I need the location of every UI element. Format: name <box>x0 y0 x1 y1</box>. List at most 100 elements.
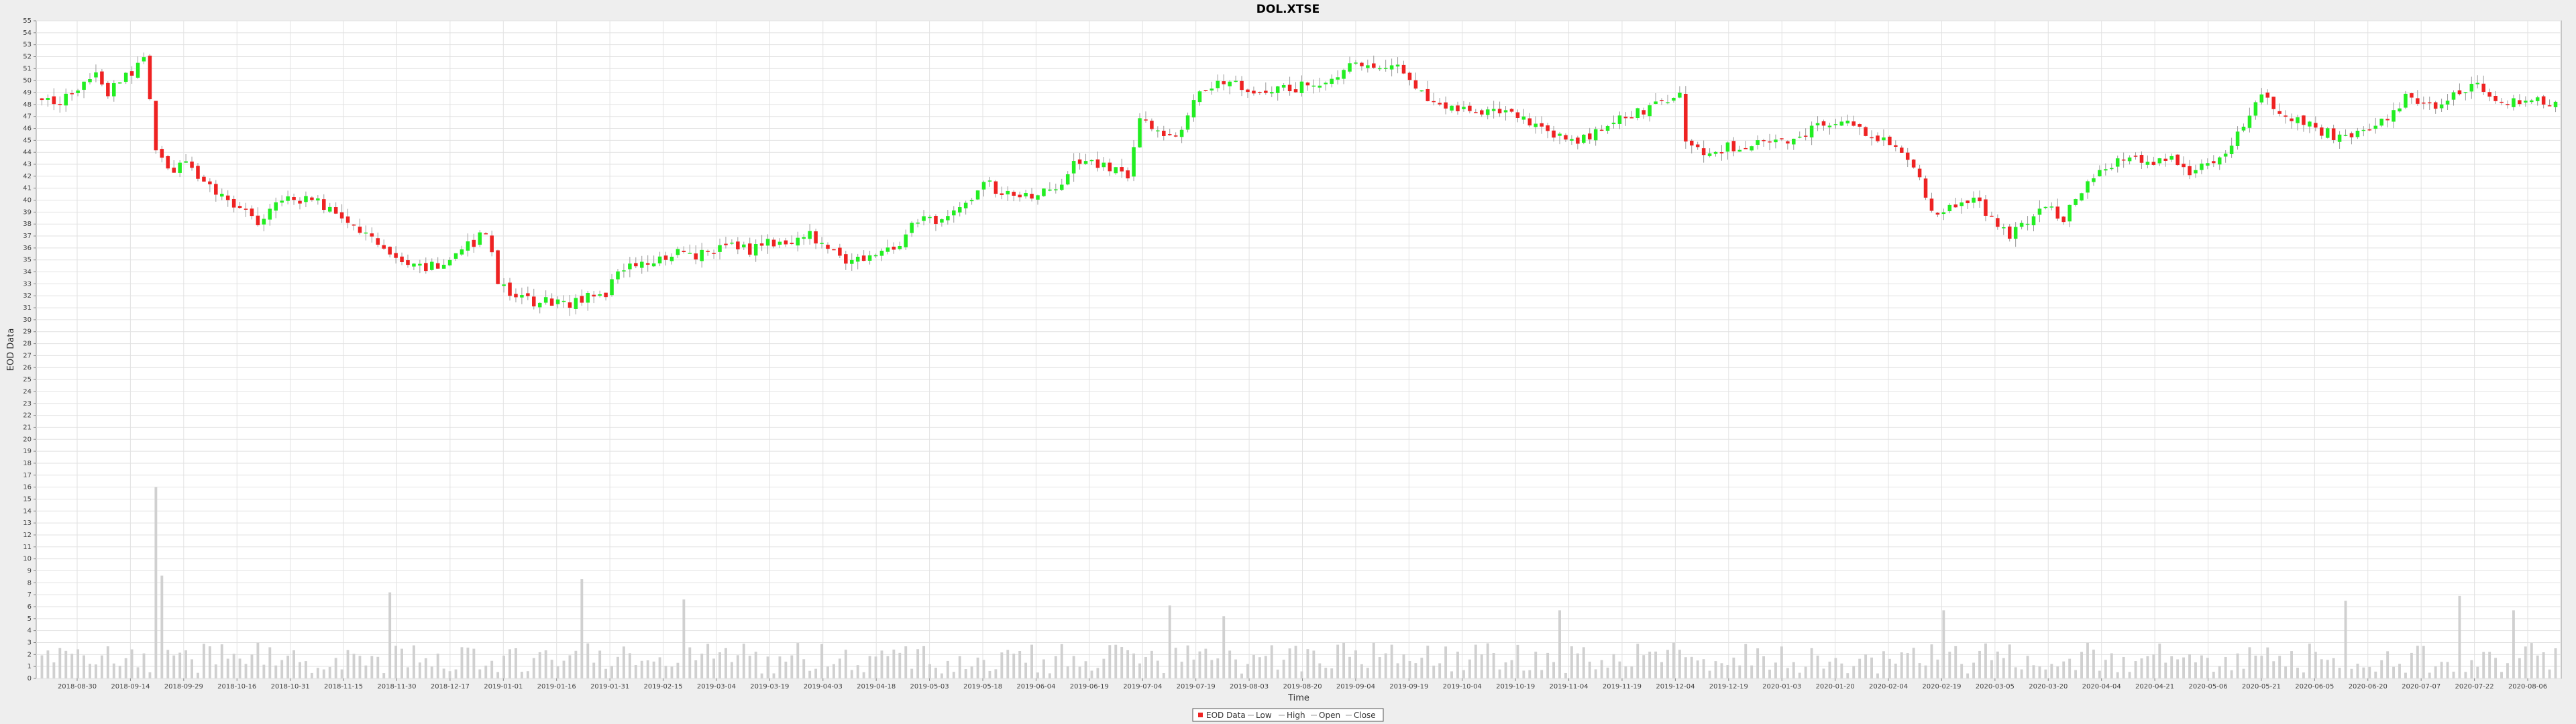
candle-body <box>1923 178 1928 198</box>
candle-body <box>406 260 410 265</box>
candle-body <box>832 249 836 251</box>
x-tick-label: 2019-05-18 <box>963 683 1002 690</box>
x-tick-label: 2018-11-30 <box>377 683 416 690</box>
candle-body <box>1756 140 1760 145</box>
candle-body <box>946 216 950 221</box>
y-tick-label: 25 <box>23 376 32 383</box>
candle-body <box>814 231 818 244</box>
candle-body <box>1258 92 1262 93</box>
x-tick-label: 2019-03-04 <box>697 683 736 690</box>
candle-body <box>1750 146 1754 151</box>
candle-body <box>1899 147 1904 153</box>
candle-body <box>256 215 260 225</box>
candle-body <box>58 104 62 105</box>
candle-body <box>1348 63 1352 72</box>
x-tick-label: 2020-01-20 <box>1816 683 1855 690</box>
candle-body <box>1438 103 1442 105</box>
candle-body <box>496 250 500 284</box>
x-tick-label: 2019-10-04 <box>1443 683 1482 690</box>
candle-body <box>472 239 476 247</box>
candle-body <box>1599 129 1604 131</box>
candle-body <box>1419 90 1424 92</box>
candle-body <box>1360 62 1364 66</box>
candle-body <box>441 264 446 269</box>
candle-body <box>645 263 650 265</box>
y-tick-label: 1 <box>28 663 32 670</box>
candle-body <box>1564 135 1568 140</box>
y-tick-label: 9 <box>28 567 32 575</box>
candle-body <box>2092 178 2096 182</box>
x-axis: 2018-08-30 2018-09-14 2018-09-29 2018-10-16… <box>58 678 2547 690</box>
candle-body <box>676 249 680 255</box>
candle-body <box>736 241 740 249</box>
y-tick-label: 12 <box>23 532 32 539</box>
candle-body <box>771 239 776 247</box>
x-tick-label: 2018-09-14 <box>111 683 150 690</box>
candle-body <box>1216 80 1220 88</box>
candle-body <box>742 244 746 247</box>
y-tick-label: 52 <box>23 54 32 61</box>
x-tick-label: 2019-06-04 <box>1016 683 1055 690</box>
candle-body <box>2086 181 2090 193</box>
candle-body <box>2373 125 2378 129</box>
candle-body <box>1318 85 1322 88</box>
candle-body <box>478 232 482 245</box>
candle-body <box>1432 101 1436 103</box>
candle-body <box>1731 141 1736 152</box>
candle-body <box>1203 90 1208 91</box>
candle-body <box>1114 167 1118 174</box>
candle-body <box>1305 82 1310 86</box>
candle-body <box>435 263 440 269</box>
candle-body <box>2013 227 2018 239</box>
candle-body <box>2463 92 2468 94</box>
candle-body <box>1821 121 1826 126</box>
candle-body <box>2439 104 2444 109</box>
candle-body <box>520 295 524 298</box>
y-tick-label: 47 <box>23 113 32 121</box>
candle-body <box>1515 112 1520 118</box>
candle-body <box>1929 198 1934 211</box>
candle-body <box>244 208 248 210</box>
candle-body <box>1065 174 1070 185</box>
candle-body <box>172 168 176 173</box>
candle-body <box>100 71 104 85</box>
candle-body <box>892 246 896 250</box>
candle-body <box>1629 117 1634 119</box>
legend-item: Close <box>1354 711 1376 720</box>
candle-body <box>2223 154 2228 157</box>
candle-body <box>1354 62 1358 64</box>
candle-body <box>1713 152 1718 154</box>
candle-body <box>117 82 122 84</box>
candle-body <box>706 251 710 252</box>
y-tick-label: 8 <box>28 579 32 587</box>
x-tick-label: 2020-01-03 <box>1762 683 1801 690</box>
candle-body <box>1576 137 1580 144</box>
candle-body <box>424 263 428 272</box>
candle-body <box>1684 93 1688 142</box>
candle-body <box>730 242 734 244</box>
x-tick-label: 2019-12-19 <box>1709 683 1748 690</box>
candle-body <box>2296 117 2300 123</box>
candle-body <box>2151 162 2156 165</box>
candle-body <box>2433 102 2438 109</box>
candle-body <box>916 223 920 224</box>
candle-body <box>52 96 56 105</box>
candle-body <box>747 243 752 255</box>
candle-body <box>844 254 848 264</box>
candle-body <box>610 279 614 296</box>
candle-body <box>123 72 128 82</box>
candle-body <box>1786 141 1790 144</box>
candle-body <box>1497 109 1502 114</box>
candle-body <box>2535 97 2540 101</box>
candle-body <box>663 255 668 260</box>
candle-body <box>1311 85 1316 87</box>
candle-body <box>1048 189 1052 191</box>
candle-body <box>604 292 608 298</box>
y-tick-label: 38 <box>23 221 32 228</box>
candle-body <box>1984 199 1988 216</box>
candle-body <box>1222 81 1226 84</box>
candle-body <box>2512 98 2516 107</box>
legend-item: EOD Data <box>1206 711 1246 720</box>
candle-body <box>400 256 404 262</box>
